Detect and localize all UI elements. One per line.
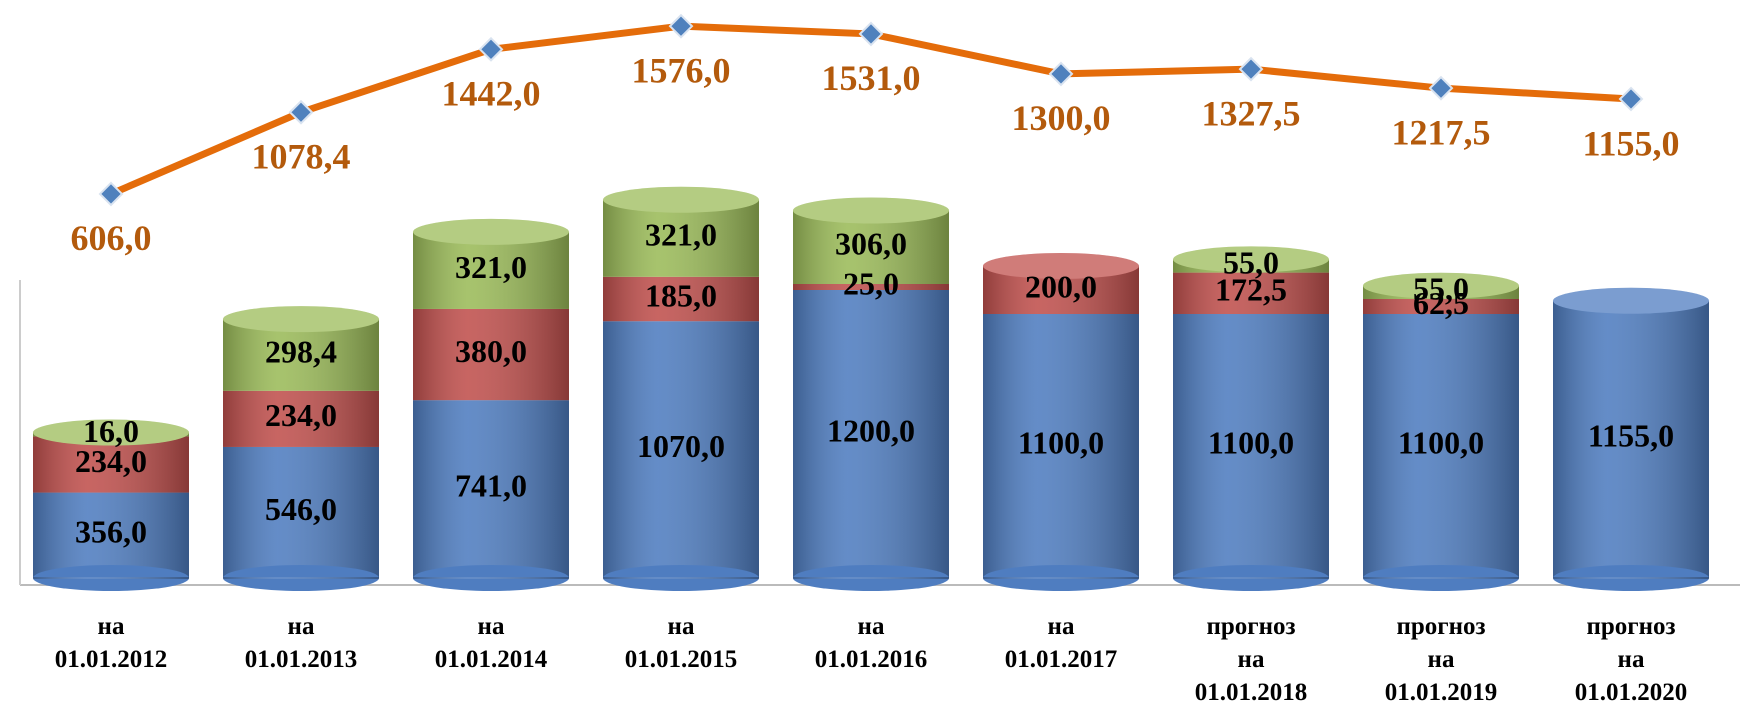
line-marker	[98, 181, 124, 207]
x-tick-label: на 01.01.2016	[814, 613, 928, 673]
x-tick-label: на 01.01.2012	[54, 613, 168, 673]
bar-top-light	[413, 218, 569, 245]
bar-shade	[603, 276, 759, 322]
bar-shade	[413, 308, 569, 401]
x-tick-label: на 01.01.2015	[624, 613, 738, 673]
line-marker	[1428, 75, 1454, 101]
bar-top-light	[223, 306, 379, 333]
data-label: 380,0	[455, 333, 527, 369]
line-label: 1327,5	[1202, 93, 1301, 133]
bar-shade	[603, 321, 759, 578]
data-label: 200,0	[1025, 268, 1097, 304]
line-marker	[1048, 61, 1074, 87]
data-label: 234,0	[265, 397, 337, 433]
data-label: 1200,0	[827, 412, 915, 448]
bar-shade	[1173, 577, 1329, 579]
bar-top	[413, 218, 569, 245]
data-label: 1100,0	[1398, 424, 1484, 460]
line-label: 1217,5	[1392, 112, 1491, 152]
bar-shade	[1363, 314, 1519, 578]
bar-top-light	[603, 186, 759, 213]
data-label: 62,5	[1413, 285, 1469, 321]
bar-shade	[33, 492, 189, 578]
line-marker	[668, 13, 694, 39]
data-label: 321,0	[645, 217, 717, 253]
data-label: 16,0	[83, 413, 139, 449]
bar-top-light	[1363, 272, 1519, 299]
bar-shade	[223, 390, 379, 447]
bar-shade	[1173, 272, 1329, 314]
line-label: 1442,0	[442, 74, 541, 114]
bar-top	[1173, 246, 1329, 273]
bar-shade	[1363, 299, 1519, 314]
bar-shade	[1173, 314, 1329, 578]
bar-shade	[223, 577, 379, 579]
data-label: 356,0	[75, 514, 147, 550]
data-label: 306,0	[835, 226, 907, 262]
bar-top-light	[1173, 246, 1329, 273]
bar-shade	[33, 577, 189, 579]
bar-shade	[413, 400, 569, 578]
bar-shade	[983, 314, 1139, 578]
bar-top-light	[793, 197, 949, 224]
data-label: 1100,0	[1208, 424, 1294, 460]
line-marker	[1618, 86, 1644, 112]
data-label: 1070,0	[637, 428, 725, 464]
line-label: 1576,0	[632, 50, 731, 90]
x-tick-label: на 01.01.2014	[434, 613, 548, 673]
line-label: 1300,0	[1012, 98, 1111, 138]
bar-top	[223, 306, 379, 333]
bar-shade	[793, 290, 949, 578]
bar-shade	[983, 577, 1139, 579]
data-label: 172,5	[1215, 272, 1287, 308]
bar-shade	[1553, 577, 1709, 579]
bar-top-light	[33, 419, 189, 446]
bar-top-light	[983, 253, 1139, 279]
line-label: 1155,0	[1582, 123, 1679, 163]
bar-top	[983, 253, 1139, 279]
bar-top	[793, 197, 949, 224]
data-label: 55,0	[1223, 244, 1279, 280]
data-label: 1155,0	[1588, 418, 1674, 454]
x-tick-label: на 01.01.2017	[1004, 613, 1118, 673]
line-marker	[478, 36, 504, 62]
line-label: 1078,4	[252, 137, 351, 177]
bar-shade	[1553, 300, 1709, 578]
bar-shade	[223, 446, 379, 578]
data-label: 25,0	[843, 265, 899, 301]
data-label: 1100,0	[1018, 424, 1104, 460]
data-label: 321,0	[455, 249, 527, 285]
x-tick-label: на 01.01.2013	[244, 613, 358, 673]
line-marker	[288, 99, 314, 125]
data-label: 741,0	[455, 467, 527, 503]
bar-shade	[603, 577, 759, 579]
bar-shade	[413, 577, 569, 579]
data-label: 185,0	[645, 277, 717, 313]
x-tick-label: прогноз на 01.01.2018	[1194, 613, 1308, 706]
bar-shade	[793, 284, 949, 290]
data-label: 298,4	[265, 333, 337, 369]
bar-shade	[33, 436, 189, 493]
bar-shade	[793, 577, 949, 579]
bar-top	[1553, 287, 1709, 314]
line-label: 1531,0	[822, 58, 921, 98]
line-label: 606,0	[71, 218, 152, 258]
bar-shade	[1363, 577, 1519, 579]
bar-top	[1363, 272, 1519, 299]
bar-top-light	[1553, 287, 1709, 314]
data-label: 546,0	[265, 491, 337, 527]
x-tick-label: прогноз на 01.01.2019	[1384, 613, 1498, 706]
x-tick-label: прогноз на 01.01.2020	[1574, 613, 1688, 706]
bar-top	[603, 186, 759, 213]
data-label: 234,0	[75, 443, 147, 479]
line-marker	[1238, 56, 1264, 82]
bar-top	[33, 419, 189, 446]
data-label: 55,0	[1413, 271, 1469, 307]
line-marker	[858, 21, 884, 47]
